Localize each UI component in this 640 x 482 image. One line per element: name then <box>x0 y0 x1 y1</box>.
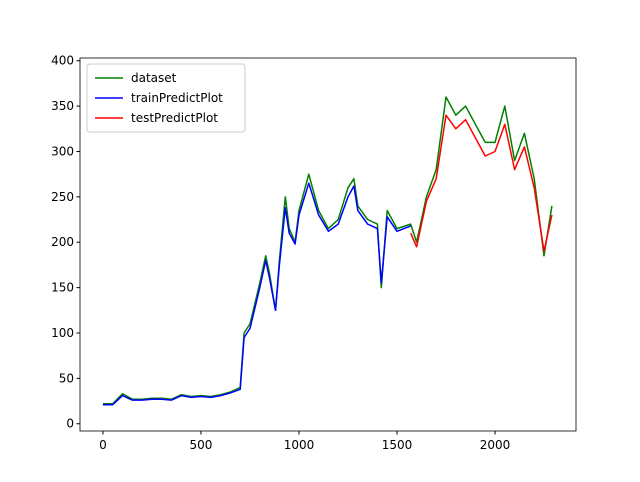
legend-label: testPredictPlot <box>131 111 218 125</box>
legend-box <box>86 63 246 133</box>
series-line <box>102 182 411 406</box>
x-tick-label: 500 <box>190 438 213 452</box>
x-tick-label: 1500 <box>382 438 413 452</box>
y-tick-label: 50 <box>59 371 74 385</box>
y-tick-label: 250 <box>51 190 74 204</box>
series-line <box>410 114 553 253</box>
y-tick-label: 350 <box>51 99 74 113</box>
x-tick-label: 1000 <box>284 438 315 452</box>
x-tick-label: 0 <box>99 438 107 452</box>
y-tick-label: 150 <box>51 281 74 295</box>
series-line <box>102 96 553 405</box>
y-tick-label: 300 <box>51 144 74 158</box>
plot-frame <box>79 57 577 432</box>
legend-label: dataset <box>131 71 177 85</box>
y-tick-label: 100 <box>51 326 74 340</box>
x-tick-label: 2000 <box>480 438 511 452</box>
y-tick-label: 400 <box>51 54 74 68</box>
y-tick-label: 200 <box>51 235 74 249</box>
y-tick-label: 0 <box>66 417 74 431</box>
legend-label: trainPredictPlot <box>131 91 223 105</box>
